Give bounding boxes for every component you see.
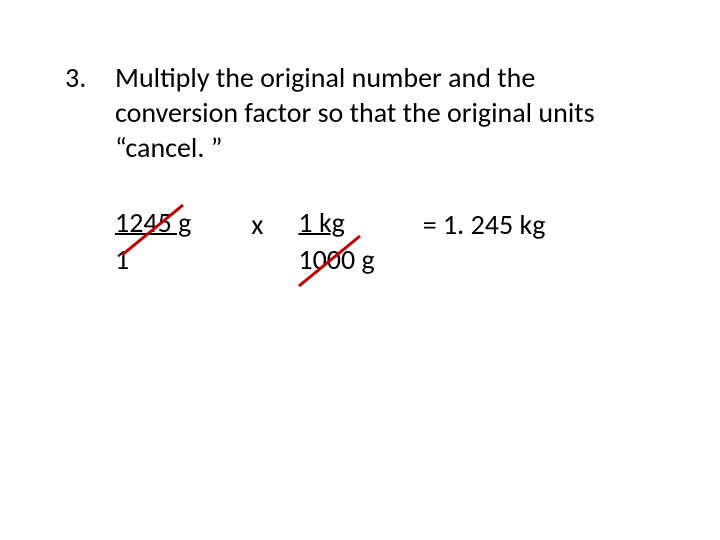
instruction-text: Multiply the original number and the con… — [115, 60, 660, 165]
fraction-2-numerator: 1 kg — [298, 205, 344, 240]
equation-result: = 1. 245 kg — [423, 205, 546, 242]
fraction-1-numerator: 1245 g — [115, 205, 191, 240]
fraction-1-denominator: 1 — [115, 242, 129, 277]
list-number: 3. — [65, 60, 115, 95]
fraction-2: 1 kg 1000 g — [298, 205, 374, 277]
multiply-symbol: x — [251, 205, 263, 242]
slide-content: 3. Multiply the original number and the … — [65, 60, 660, 277]
equation: 1245 g 1 x 1 kg 1000 g = 1. 245 kg — [115, 205, 660, 277]
list-item: 3. Multiply the original number and the … — [65, 60, 660, 277]
list-body: Multiply the original number and the con… — [115, 60, 660, 277]
fraction-2-denominator: 1000 g — [298, 242, 374, 277]
fraction-1: 1245 g 1 — [115, 205, 191, 277]
